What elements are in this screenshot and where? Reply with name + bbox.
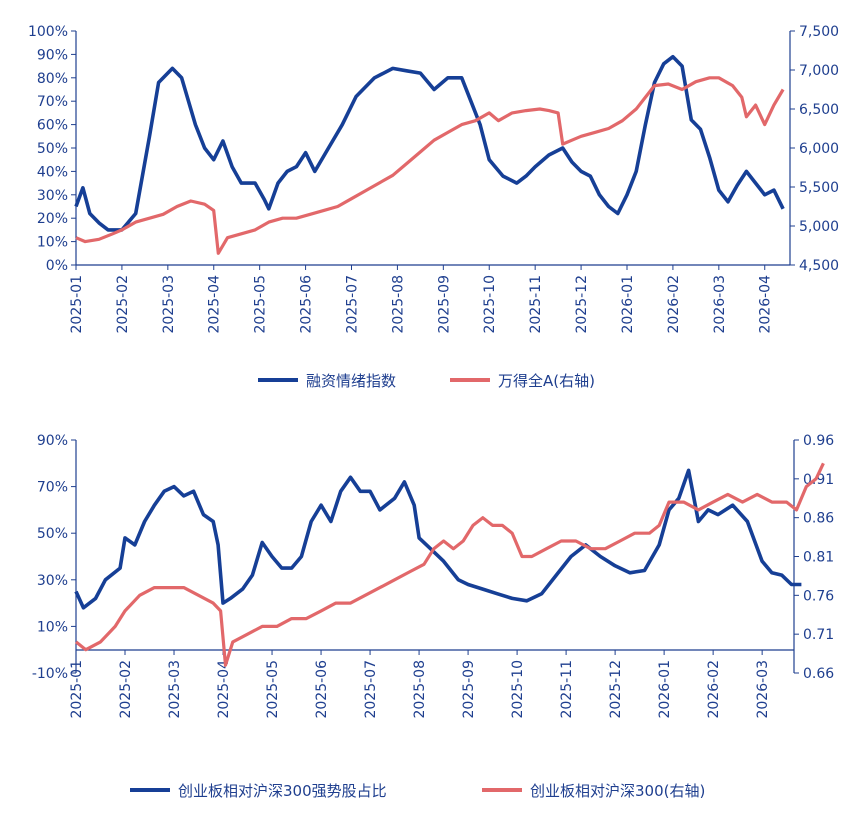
left-tick-label: 90% bbox=[37, 433, 68, 449]
x-tick-label: 2025-06 bbox=[314, 660, 330, 719]
x-tick-label: 2025-12 bbox=[608, 660, 624, 719]
x-tick-label: 2026-03 bbox=[755, 660, 771, 719]
chart2-right-axis: 0.660.710.760.810.860.910.96 bbox=[793, 433, 834, 682]
x-tick-label: 2025-10 bbox=[510, 660, 526, 719]
right-tick-label: 0.71 bbox=[803, 627, 834, 643]
left-tick-label: 10% bbox=[37, 619, 68, 635]
left-tick-label: 20% bbox=[37, 211, 68, 227]
x-tick-label: 2025-06 bbox=[299, 275, 315, 334]
legend-label-wind-all-a: 万得全A(右轴) bbox=[498, 372, 595, 390]
x-tick-label: 2026-01 bbox=[620, 275, 636, 334]
x-tick-label: 2025-05 bbox=[265, 660, 281, 719]
right-tick-label: 0.76 bbox=[803, 588, 834, 604]
series-line-primary bbox=[74, 54, 785, 232]
left-tick-label: 100% bbox=[28, 24, 68, 40]
right-tick-label: 6,000 bbox=[799, 141, 839, 157]
left-tick-label: 40% bbox=[37, 164, 68, 180]
chart1-series bbox=[74, 54, 785, 255]
x-tick-label: 2025-07 bbox=[344, 275, 360, 334]
chart1-right-axis: 4,500 5,000 5,500 6,000 6,500 7,000 7,500 bbox=[789, 24, 839, 274]
x-tick-label: 2026-03 bbox=[712, 275, 728, 334]
chart2-x-axis: 2025-01 2025-02 2025-03 2025-04 2025-05 2025-… bbox=[69, 649, 794, 719]
right-tick-label: 7,000 bbox=[799, 63, 839, 79]
x-tick-label: 2025-09 bbox=[461, 660, 477, 719]
x-tick-label: 2026-02 bbox=[666, 275, 682, 334]
chart1-left-axis: 0% 10% 20% 30% 40% 50% 60% 70% 80% 90% 100% bbox=[28, 24, 77, 274]
legend-label-chinext-strong-share: 创业板相对沪深300强势股占比 bbox=[178, 782, 387, 800]
left-tick-label: 10% bbox=[37, 235, 68, 251]
x-tick-label: 2026-04 bbox=[758, 275, 774, 334]
right-tick-label: 0.86 bbox=[803, 511, 834, 527]
x-tick-label: 2025-01 bbox=[69, 275, 85, 334]
x-tick-label: 2025-03 bbox=[167, 660, 183, 719]
left-tick-label: 50% bbox=[37, 526, 68, 542]
right-tick-label: 5,500 bbox=[799, 180, 839, 196]
x-tick-label: 2026-01 bbox=[657, 660, 673, 719]
x-tick-label: 2025-11 bbox=[528, 275, 544, 334]
x-tick-label: 2025-03 bbox=[161, 275, 177, 334]
x-tick-label: 2025-08 bbox=[390, 275, 406, 334]
left-tick-label: 30% bbox=[37, 188, 68, 204]
x-tick-label: 2026-02 bbox=[706, 660, 722, 719]
right-tick-label: 6,500 bbox=[799, 102, 839, 118]
left-tick-label: 50% bbox=[37, 141, 68, 157]
right-tick-label: 4,500 bbox=[799, 258, 839, 274]
left-tick-label: 70% bbox=[37, 480, 68, 496]
series-line-secondary bbox=[75, 76, 785, 255]
series-line-secondary bbox=[75, 462, 825, 667]
x-tick-label: 2025-04 bbox=[207, 275, 223, 334]
left-tick-label: 80% bbox=[37, 71, 68, 87]
x-tick-label: 2025-07 bbox=[363, 660, 379, 719]
chart-chinext-relative: -10% 10% 30% 50% 70% 90% 0.66 0.71 0.76 0.81 0.86… bbox=[32, 433, 834, 800]
left-tick-label: 0% bbox=[46, 258, 68, 274]
left-tick-label: 70% bbox=[37, 94, 68, 110]
x-tick-label: 2025-12 bbox=[574, 275, 590, 334]
x-tick-label: 2025-01 bbox=[69, 660, 85, 719]
x-tick-label: 2025-02 bbox=[115, 275, 131, 334]
chart2-series bbox=[74, 462, 825, 667]
x-tick-label: 2025-10 bbox=[482, 275, 498, 334]
chart2-left-axis: -10% 10% 30% 50% 70% 90% bbox=[32, 433, 77, 682]
right-tick-label: 7,500 bbox=[799, 24, 839, 40]
chart2-legend: 创业板相对沪深300强势股占比 创业板相对沪深300(右轴) bbox=[130, 782, 705, 800]
left-tick-label: 90% bbox=[37, 47, 68, 63]
right-tick-label: 0.81 bbox=[803, 550, 834, 566]
x-tick-label: 2025-09 bbox=[436, 275, 452, 334]
left-tick-label: 30% bbox=[37, 573, 68, 589]
x-tick-label: 2025-11 bbox=[559, 660, 575, 719]
legend-label-financing-sentiment: 融资情绪指数 bbox=[306, 372, 396, 390]
chart-financing-sentiment: 0% 10% 20% 30% 40% 50% 60% 70% 80% 90% 100% 4,500 5… bbox=[28, 24, 839, 390]
chart1-legend: 融资情绪指数 万得全A(右轴) bbox=[258, 372, 595, 390]
right-tick-label: 0.96 bbox=[803, 433, 834, 449]
x-tick-label: 2025-08 bbox=[412, 660, 428, 719]
left-tick-label: 60% bbox=[37, 118, 68, 134]
series-line-primary bbox=[74, 468, 802, 610]
x-tick-label: 2025-04 bbox=[216, 660, 232, 719]
right-tick-label: 0.66 bbox=[803, 666, 834, 682]
right-tick-label: 5,000 bbox=[799, 219, 839, 235]
legend-label-chinext-relative-index: 创业板相对沪深300(右轴) bbox=[530, 782, 705, 800]
left-tick-label: -10% bbox=[32, 666, 68, 682]
chart1-x-axis: 2025-01 2025-02 2025-03 2025-04 2025-05 2025-… bbox=[69, 264, 790, 334]
x-tick-label: 2025-05 bbox=[253, 275, 269, 334]
x-tick-label: 2025-02 bbox=[118, 660, 134, 719]
